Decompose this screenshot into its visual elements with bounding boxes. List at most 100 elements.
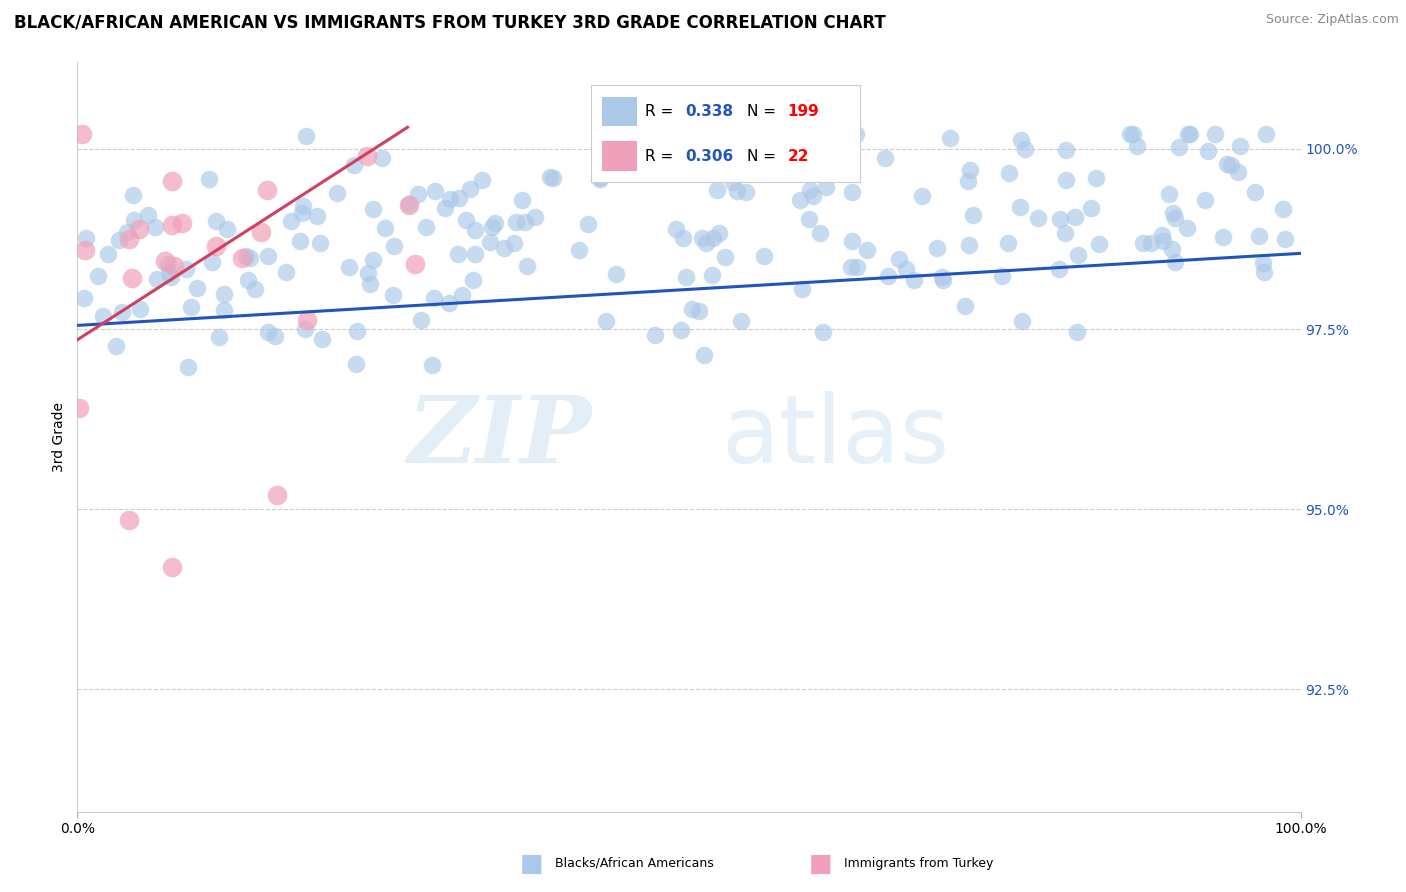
Point — [524, 211, 547, 225]
Point — [404, 256, 426, 270]
Point — [855, 243, 877, 257]
Point — [157, 266, 180, 280]
FancyBboxPatch shape — [602, 142, 637, 170]
Point — [243, 281, 266, 295]
Point — [1164, 211, 1187, 226]
Point — [471, 173, 494, 187]
Point — [208, 330, 231, 344]
Point — [170, 216, 193, 230]
Point — [239, 251, 262, 265]
Point — [1047, 261, 1070, 276]
Point — [1152, 228, 1174, 243]
Point — [307, 209, 329, 223]
Point — [153, 254, 176, 268]
Point — [644, 328, 666, 343]
Point — [250, 225, 273, 239]
Point — [1010, 200, 1032, 214]
Point — [456, 212, 478, 227]
Point — [73, 291, 96, 305]
Point — [1011, 314, 1033, 328]
Point — [681, 301, 703, 316]
Point — [1119, 128, 1142, 142]
Point — [104, 339, 127, 353]
Point — [434, 202, 457, 216]
Point — [801, 189, 824, 203]
Point — [709, 226, 731, 240]
Point — [1243, 185, 1265, 199]
Point — [811, 325, 834, 339]
Point — [337, 260, 360, 274]
Point — [121, 188, 143, 202]
Point — [374, 220, 396, 235]
Point — [205, 238, 228, 252]
Point — [839, 260, 862, 274]
Point — [409, 313, 432, 327]
Point — [180, 300, 202, 314]
Text: 22: 22 — [787, 149, 808, 163]
Point — [256, 183, 278, 197]
Point — [382, 239, 405, 253]
Point — [1229, 139, 1251, 153]
Point — [257, 249, 280, 263]
Point — [406, 187, 429, 202]
Point — [939, 131, 962, 145]
Text: R =: R = — [645, 103, 678, 119]
Point — [198, 172, 221, 186]
Point — [962, 208, 984, 222]
Point — [1219, 158, 1241, 172]
Point — [361, 253, 384, 268]
Point — [502, 235, 524, 250]
Point — [447, 247, 470, 261]
Point — [595, 314, 617, 328]
Point — [1212, 229, 1234, 244]
Point — [309, 236, 332, 251]
Point — [138, 208, 160, 222]
Point — [280, 214, 302, 228]
Point — [873, 151, 896, 165]
Point — [1049, 211, 1071, 226]
Point — [212, 303, 235, 318]
Point — [752, 249, 775, 263]
Point — [212, 287, 235, 301]
Point — [841, 128, 863, 142]
Point — [799, 183, 821, 197]
Point — [117, 513, 139, 527]
Y-axis label: 3rd Grade: 3rd Grade — [52, 402, 66, 472]
Point — [721, 175, 744, 189]
Point — [108, 233, 131, 247]
Point — [730, 314, 752, 328]
Point — [1159, 187, 1181, 202]
Point — [174, 261, 197, 276]
Point — [356, 149, 378, 163]
Point — [538, 169, 561, 184]
Point — [201, 255, 224, 269]
Point — [205, 214, 228, 228]
Point — [481, 219, 503, 234]
Point — [990, 268, 1012, 283]
Point — [1088, 237, 1111, 252]
Point — [1063, 210, 1085, 224]
Point — [1253, 256, 1275, 270]
Point — [343, 158, 366, 172]
Point — [735, 185, 758, 199]
Text: 0.306: 0.306 — [685, 149, 734, 163]
Text: ■: ■ — [520, 852, 544, 875]
Point — [423, 184, 446, 198]
Point — [215, 222, 238, 236]
Point — [344, 357, 367, 371]
Point — [589, 171, 612, 186]
Text: BLACK/AFRICAN AMERICAN VS IMMIGRANTS FROM TURKEY 3RD GRADE CORRELATION CHART: BLACK/AFRICAN AMERICAN VS IMMIGRANTS FRO… — [14, 13, 886, 31]
Point — [671, 323, 693, 337]
Text: Blacks/African Americans: Blacks/African Americans — [555, 857, 714, 870]
Point — [115, 225, 138, 239]
Point — [841, 185, 863, 199]
Point — [714, 250, 737, 264]
Point — [797, 212, 820, 227]
Point — [1274, 232, 1296, 246]
FancyBboxPatch shape — [602, 96, 637, 126]
Point — [846, 260, 869, 275]
Point — [665, 222, 688, 236]
Point — [447, 191, 470, 205]
Point — [231, 252, 253, 266]
Point — [292, 199, 315, 213]
